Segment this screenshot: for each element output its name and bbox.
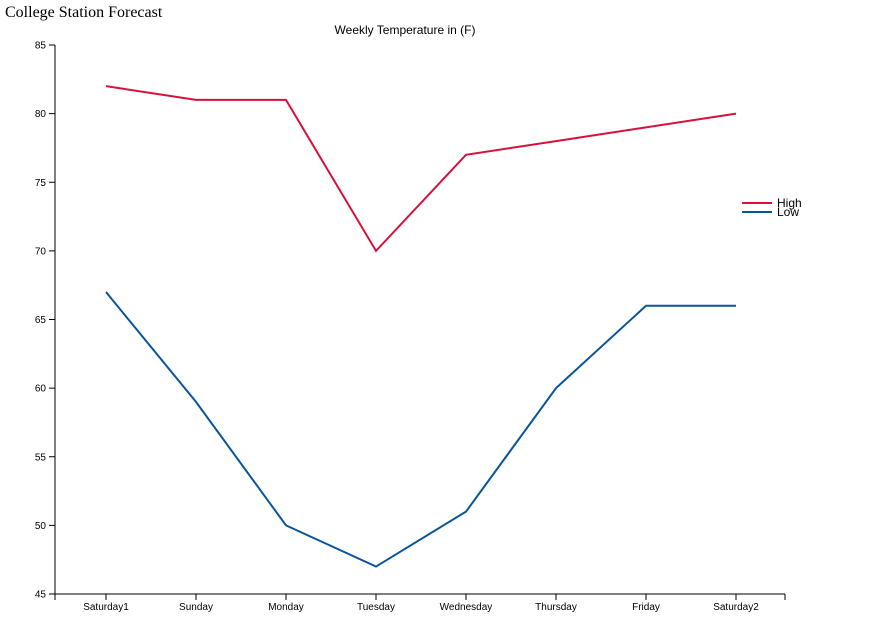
x-tick-label: Sunday [179, 602, 213, 613]
x-tick-label: Tuesday [357, 602, 395, 613]
x-tick-label: Saturday2 [713, 602, 759, 613]
x-tick-label: Monday [268, 602, 304, 613]
y-tick-label: 45 [35, 590, 47, 601]
y-tick-label: 55 [35, 452, 47, 463]
chart-series [105, 85, 737, 568]
legend-label-high: High [777, 196, 802, 210]
y-tick-label: 80 [35, 109, 47, 120]
page-title: College Station Forecast [5, 4, 163, 21]
x-tick-label: Wednesday [440, 602, 493, 613]
chart-title: Weekly Temperature in (F) [335, 23, 476, 37]
x-tick-label: Saturday1 [83, 602, 129, 613]
series-line-low [105, 291, 736, 568]
y-tick-label: 50 [35, 521, 47, 532]
legend-label-low: Low [777, 205, 799, 219]
y-tick-label: 85 [35, 41, 47, 52]
y-tick-label: 70 [35, 246, 47, 257]
x-tick-label: Thursday [535, 602, 577, 613]
x-tick-label: Friday [632, 602, 660, 613]
y-tick-label: 65 [35, 315, 47, 326]
series-line-high [105, 85, 737, 253]
y-tick-label: 60 [35, 384, 47, 395]
chart-axes: 45 50 55 60 65 70 75 80 85 Saturday1 Sunday Monday T… [35, 41, 786, 613]
y-tick-label: 75 [35, 178, 47, 189]
